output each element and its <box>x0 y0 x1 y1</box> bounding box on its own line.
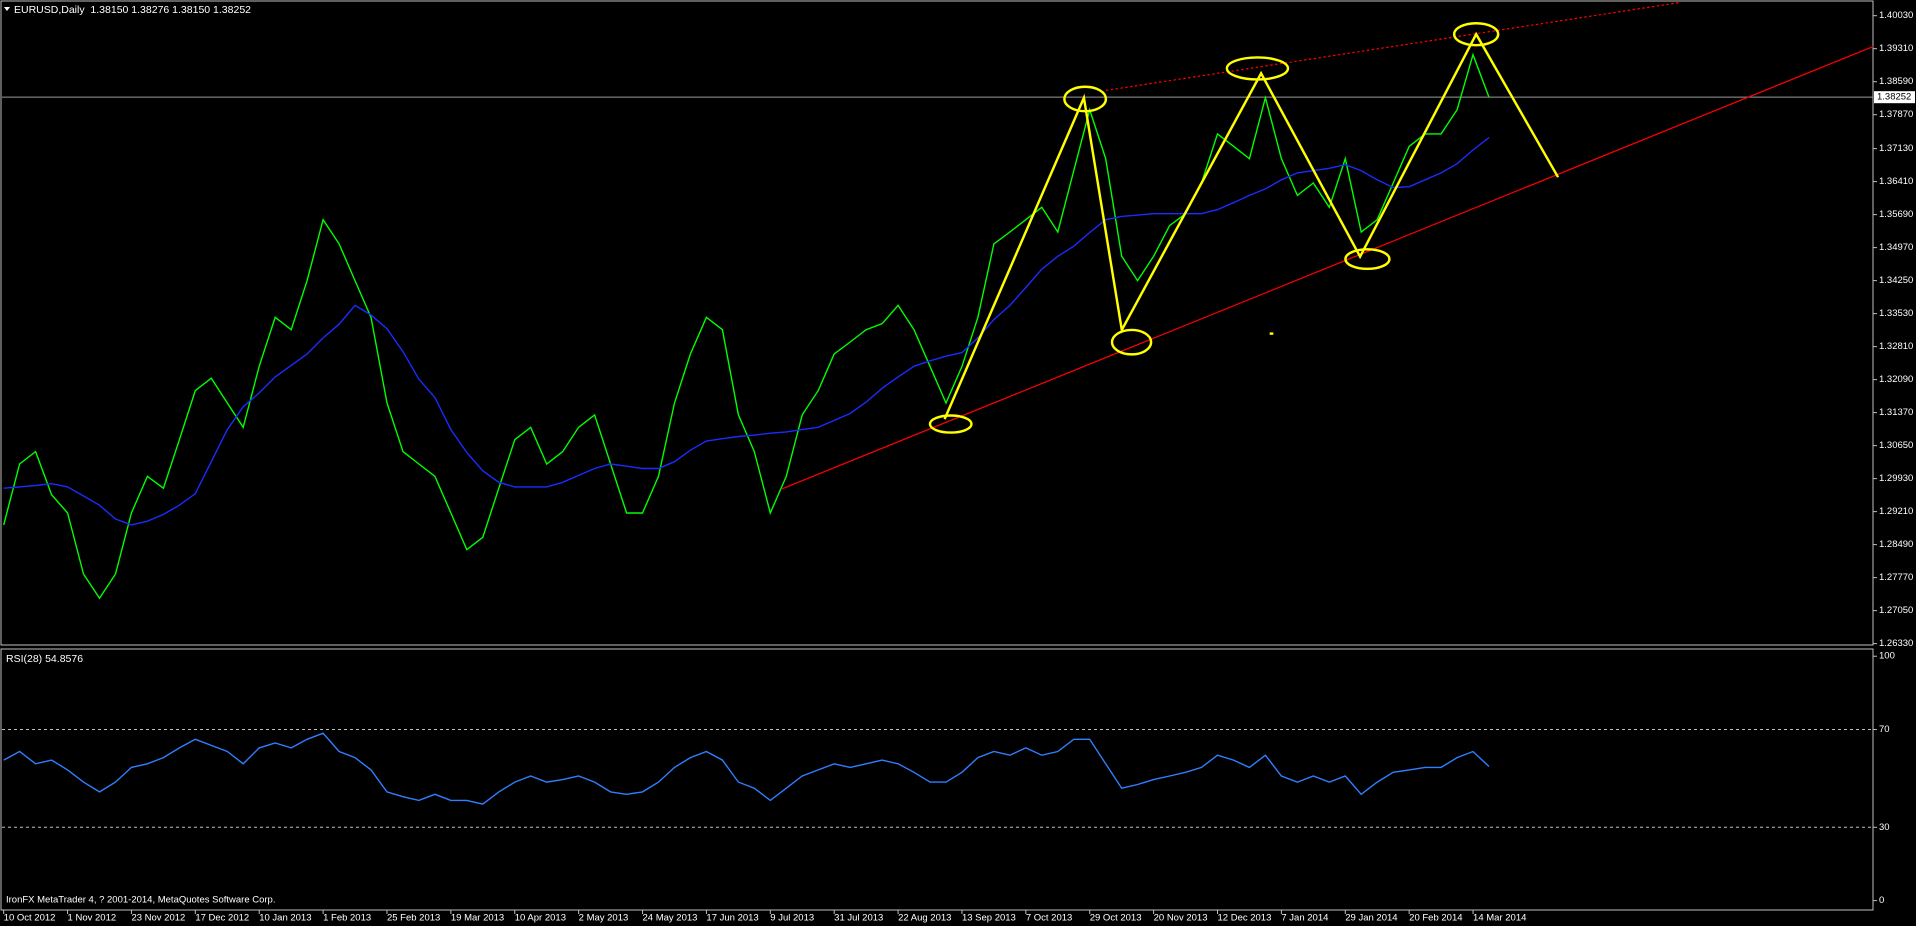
x-tick-label: 14 Mar 2014 <box>1473 913 1526 924</box>
x-tick-label: 13 Sep 2013 <box>962 913 1016 924</box>
x-tick-label: 19 Mar 2013 <box>451 913 504 924</box>
resistance-trendline <box>1105 1 1681 92</box>
y-tick-label: 1.36410 <box>1879 176 1913 187</box>
x-tick-label: 9 Jul 2013 <box>770 913 814 924</box>
y-tick-label: 70 <box>1879 724 1890 735</box>
y-tick-label: 1.32090 <box>1879 374 1913 385</box>
y-tick-label: 1.26330 <box>1879 638 1913 649</box>
current-price-box <box>1874 91 1915 104</box>
x-tick-label: 25 Feb 2013 <box>387 913 440 924</box>
zigzag <box>943 31 1560 420</box>
x-tick-label: 17 Jun 2013 <box>706 913 758 924</box>
x-tick-label: 20 Nov 2013 <box>1154 913 1208 924</box>
copyright: IronFX MetaTrader 4, ? 2001-2014, MetaQu… <box>6 895 275 906</box>
x-tick-label: 1 Feb 2013 <box>323 913 371 924</box>
x-tick-label: 22 Aug 2013 <box>898 913 951 924</box>
data-line <box>3 732 1490 805</box>
y-tick-label: 1.34970 <box>1879 242 1913 253</box>
chart-title: EURUSD,Daily 1.38150 1.38276 1.38150 1.3… <box>14 4 251 16</box>
current-price-label: 1.38252 <box>1877 92 1911 103</box>
marker-ellipse <box>1344 248 1391 271</box>
data-line <box>3 52 1490 600</box>
marker-ellipse <box>1110 328 1153 356</box>
rsi-title: RSI(28) 54.8576 <box>6 653 83 665</box>
y-tick-label: 1.30650 <box>1879 440 1913 451</box>
x-tick-label: 7 Jan 2014 <box>1281 913 1328 924</box>
x-tick-label: 7 Oct 2013 <box>1026 913 1072 924</box>
x-tick-label: 2 May 2013 <box>579 913 629 924</box>
x-tick-label: 10 Apr 2013 <box>515 913 566 924</box>
marker-ellipse <box>928 414 973 434</box>
y-tick-label: 1.29930 <box>1879 473 1913 484</box>
x-tick-label: 10 Jan 2013 <box>259 913 311 924</box>
y-tick-label: 1.37870 <box>1879 109 1913 120</box>
y-tick-label: 1.31370 <box>1879 407 1913 418</box>
y-tick-label: 1.35690 <box>1879 209 1913 220</box>
x-tick-label: 17 Dec 2012 <box>195 913 249 924</box>
support-trendline <box>781 45 1874 490</box>
x-tick-label: 23 Nov 2012 <box>131 913 185 924</box>
y-tick-label: 30 <box>1879 822 1890 833</box>
x-tick-label: 24 May 2013 <box>643 913 698 924</box>
x-tick-label: 29 Oct 2013 <box>1090 913 1142 924</box>
y-tick-label: 1.39310 <box>1879 43 1913 54</box>
y-tick-label: 1.34250 <box>1879 275 1913 286</box>
price-panel-frame <box>0 0 1874 646</box>
y-tick-label: 1.40030 <box>1879 10 1913 21</box>
y-tick-label: 1.32810 <box>1879 341 1913 352</box>
x-tick-label: 12 Dec 2013 <box>1218 913 1272 924</box>
marker-ellipse <box>1452 21 1500 47</box>
y-tick-label: 1.27770 <box>1879 572 1913 583</box>
drawing-objects <box>781 1 1874 490</box>
x-tick-label: 1 Nov 2012 <box>68 913 117 924</box>
x-tick-label: 31 Jul 2013 <box>834 913 883 924</box>
x-tick-label: 20 Feb 2014 <box>1409 913 1462 924</box>
y-tick-label: 1.37130 <box>1879 143 1913 154</box>
x-tick-label: 10 Oct 2012 <box>4 913 56 924</box>
y-tick-label: 1.28490 <box>1879 539 1913 550</box>
marker-ellipse <box>1225 56 1290 81</box>
y-tick-label: 0 <box>1879 895 1884 906</box>
menu-arrow[interactable] <box>4 7 10 11</box>
data-line <box>3 137 1490 526</box>
y-tick-label: 1.33530 <box>1879 308 1913 319</box>
x-tick-label: 29 Jan 2014 <box>1345 913 1397 924</box>
y-tick-label: 1.27050 <box>1879 605 1913 616</box>
y-tick-label: 1.38590 <box>1879 76 1913 87</box>
y-tick-label: 100 <box>1879 651 1895 662</box>
rsi-panel-frame <box>0 648 1874 911</box>
marker-dot <box>1269 332 1274 335</box>
marker-ellipse <box>1063 85 1108 113</box>
y-tick-label: 1.29210 <box>1879 506 1913 517</box>
